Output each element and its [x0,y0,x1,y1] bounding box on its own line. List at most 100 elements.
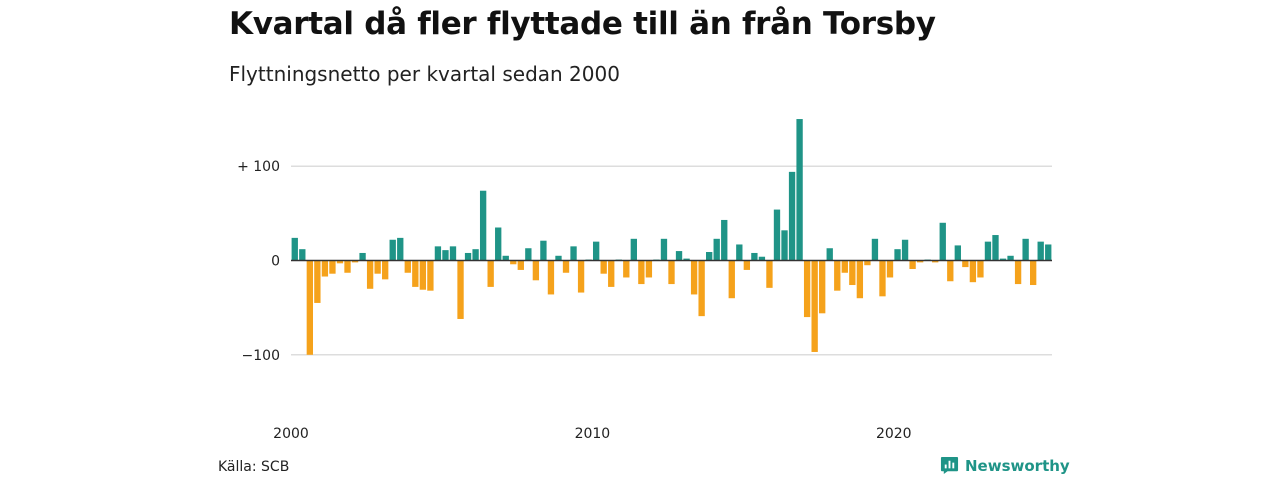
y-tick-label: −100 [242,348,280,364]
bar-2002-Q1 [351,260,359,263]
bar-2023-Q2 [992,235,999,261]
bar-2002-Q3 [366,260,374,289]
bar-2013-Q4 [706,252,713,261]
bar-2016-Q3 [788,171,796,261]
bar-2018-Q1 [834,260,841,291]
bar-2008-Q4 [555,255,562,261]
bar-2011-Q4 [645,260,653,278]
bar-2019-Q4 [886,260,894,278]
brand-name: Newsworthy [965,456,1070,475]
bar-2002-Q4 [374,260,381,274]
bar-2009-Q3 [577,260,585,293]
bar-2019-Q1 [864,260,871,266]
bar-2004-Q1 [412,260,419,287]
bar-2008-Q3 [547,260,555,295]
gridlines [291,165,1052,356]
newsworthy-logo-icon [940,456,959,475]
chart-subtitle: Flyttningsnetto per kvartal sedan 2000 [229,62,620,86]
source-note: Källa: SCB [218,459,290,475]
bar-2007-Q1 [502,255,509,261]
bar-2018-Q3 [849,260,856,286]
bar-2022-Q4 [977,260,984,278]
bar-2015-Q4 [766,260,773,288]
bar-2001-Q1 [321,260,329,277]
bar-2007-Q3 [517,260,524,270]
bar-2006-Q4 [495,227,502,261]
bar-2013-Q2 [690,260,698,295]
bar-2021-Q3 [939,222,946,261]
bar-2015-Q2 [751,252,758,261]
bar-2012-Q2 [660,238,668,261]
bar-2022-Q3 [969,260,977,283]
bar-2024-Q3 [1030,260,1037,286]
bar-2017-Q1 [803,260,811,318]
bar-2016-Q4 [796,119,803,261]
chart-title: Kvartal då fler flyttade till än från To… [229,6,936,42]
bar-2006-Q3 [487,260,494,287]
bar-2011-Q2 [630,238,637,261]
bar-2003-Q3 [397,237,404,261]
bar-2011-Q1 [623,260,630,278]
y-tick-label: + 100 [237,159,280,175]
bar-2000-Q1 [291,237,298,261]
bar-2015-Q3 [758,256,766,261]
bar-2014-Q3 [728,260,735,299]
bar-2020-Q2 [901,239,909,261]
bar-2017-Q2 [811,260,818,352]
bar-2023-Q3 [999,258,1007,261]
bar-2017-Q3 [819,260,826,314]
bar-2012-Q4 [675,251,683,261]
bar-2008-Q2 [540,240,547,261]
axis-labels: + 100 0 −100 2000 2010 2020 [237,159,1052,442]
bar-2014-Q4 [736,244,743,261]
newsworthy-brand[interactable]: Newsworthy [940,456,1070,475]
x-tick-label: 2020 [876,426,912,442]
bar-2014-Q2 [721,219,728,261]
x-tick-label: 2000 [273,426,309,442]
bar-2004-Q4 [434,246,442,261]
bar-2024-Q2 [1022,238,1029,261]
bar-2013-Q1 [683,258,690,261]
bar-2006-Q2 [479,190,487,261]
bar-2003-Q1 [382,260,389,280]
bar-2003-Q2 [389,239,396,261]
bar-2001-Q3 [336,260,344,264]
bar-2020-Q4 [916,260,924,263]
bar-2016-Q2 [781,230,788,261]
bar-2021-Q2 [932,260,939,263]
bar-2006-Q1 [472,249,479,261]
bar-2024-Q1 [1014,260,1022,285]
bar-2020-Q3 [909,260,916,269]
bar-2010-Q2 [600,260,607,274]
bar-2016-Q1 [773,209,781,261]
bar-2000-Q4 [314,260,321,303]
bar-2002-Q2 [359,252,366,261]
bar-2022-Q1 [954,245,961,261]
bar-2021-Q4 [947,260,954,282]
bar-2010-Q3 [608,260,615,287]
bar-2017-Q4 [826,248,833,261]
bar-2020-Q1 [894,249,901,261]
bar-2004-Q3 [427,260,434,291]
bar-2023-Q4 [1007,255,1014,261]
bar-2003-Q4 [404,260,411,273]
bar-2018-Q2 [841,260,848,273]
bar-2005-Q2 [449,246,457,261]
bar-2022-Q2 [962,260,969,268]
bar-2013-Q3 [698,260,705,317]
bar-2005-Q3 [457,260,464,319]
bar-2014-Q1 [713,238,720,261]
bar-2007-Q4 [525,248,532,261]
bar-2023-Q1 [984,241,992,261]
bar-2008-Q1 [532,260,540,281]
bar-2019-Q2 [871,238,879,261]
bar-2019-Q3 [879,260,886,297]
y-tick-label: 0 [271,254,280,270]
bar-2018-Q4 [856,260,864,299]
bar-2001-Q2 [329,260,336,274]
bar-2000-Q2 [299,249,306,261]
x-tick-label: 2010 [575,426,611,442]
bar-2012-Q3 [668,260,675,285]
bars [291,119,1052,355]
bar-2005-Q1 [442,250,449,261]
